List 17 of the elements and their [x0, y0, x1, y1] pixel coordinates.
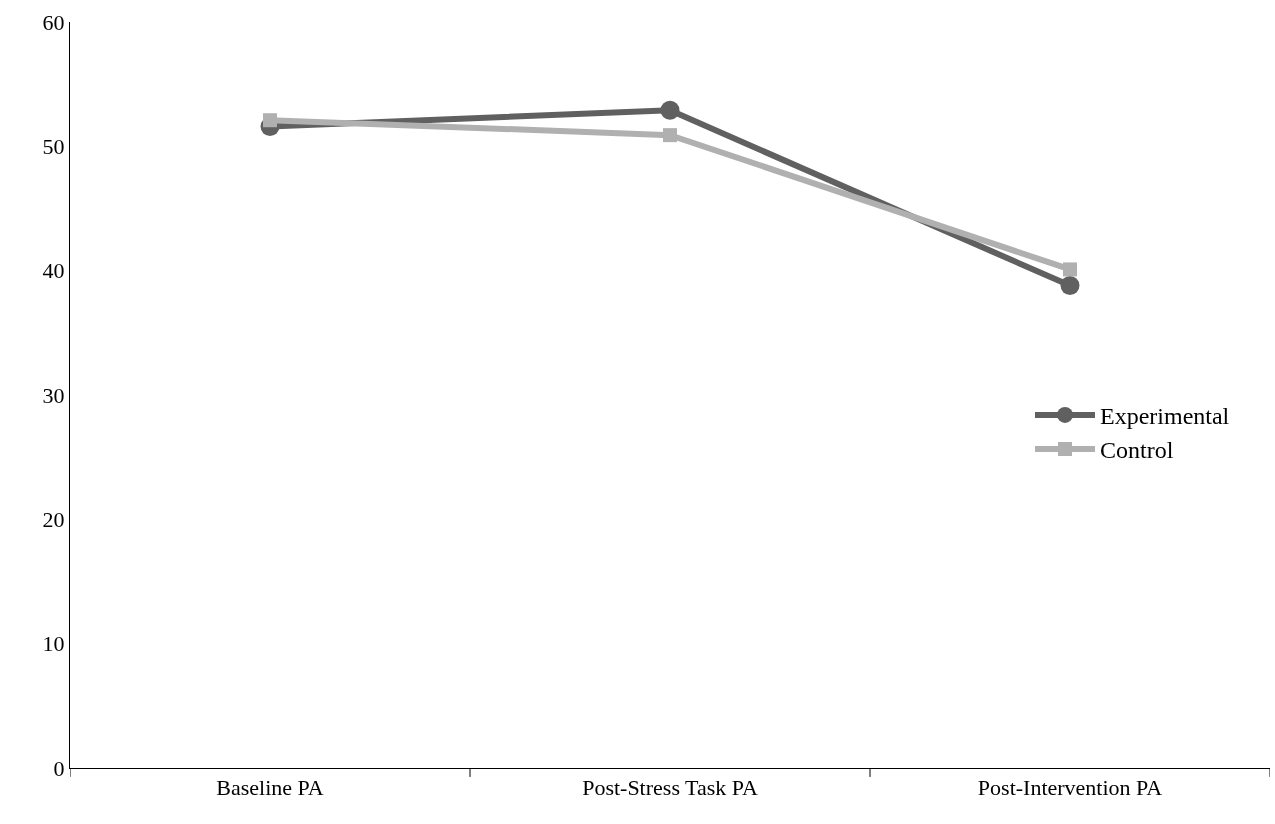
point [663, 128, 677, 143]
y-tick-label: 40 [42, 258, 65, 284]
point [660, 100, 680, 120]
x-tick-label: Baseline PA [216, 775, 324, 801]
legend-label: Control [1100, 437, 1174, 464]
y-tick-label: 30 [42, 382, 65, 408]
y-tick-label: 50 [42, 134, 65, 160]
y-tick-label: 0 [53, 755, 65, 781]
point [1060, 276, 1080, 296]
y-tick-label: 10 [42, 631, 65, 657]
legend-label: Experimental [1100, 403, 1230, 430]
y-tick-label: 60 [42, 9, 65, 35]
y-tick-label: 20 [42, 507, 65, 533]
point [1063, 262, 1077, 277]
x-tick-label: Post-Intervention PA [977, 775, 1163, 801]
x-tick-label: Post-Stress Task PA [582, 775, 758, 801]
point [263, 113, 277, 128]
